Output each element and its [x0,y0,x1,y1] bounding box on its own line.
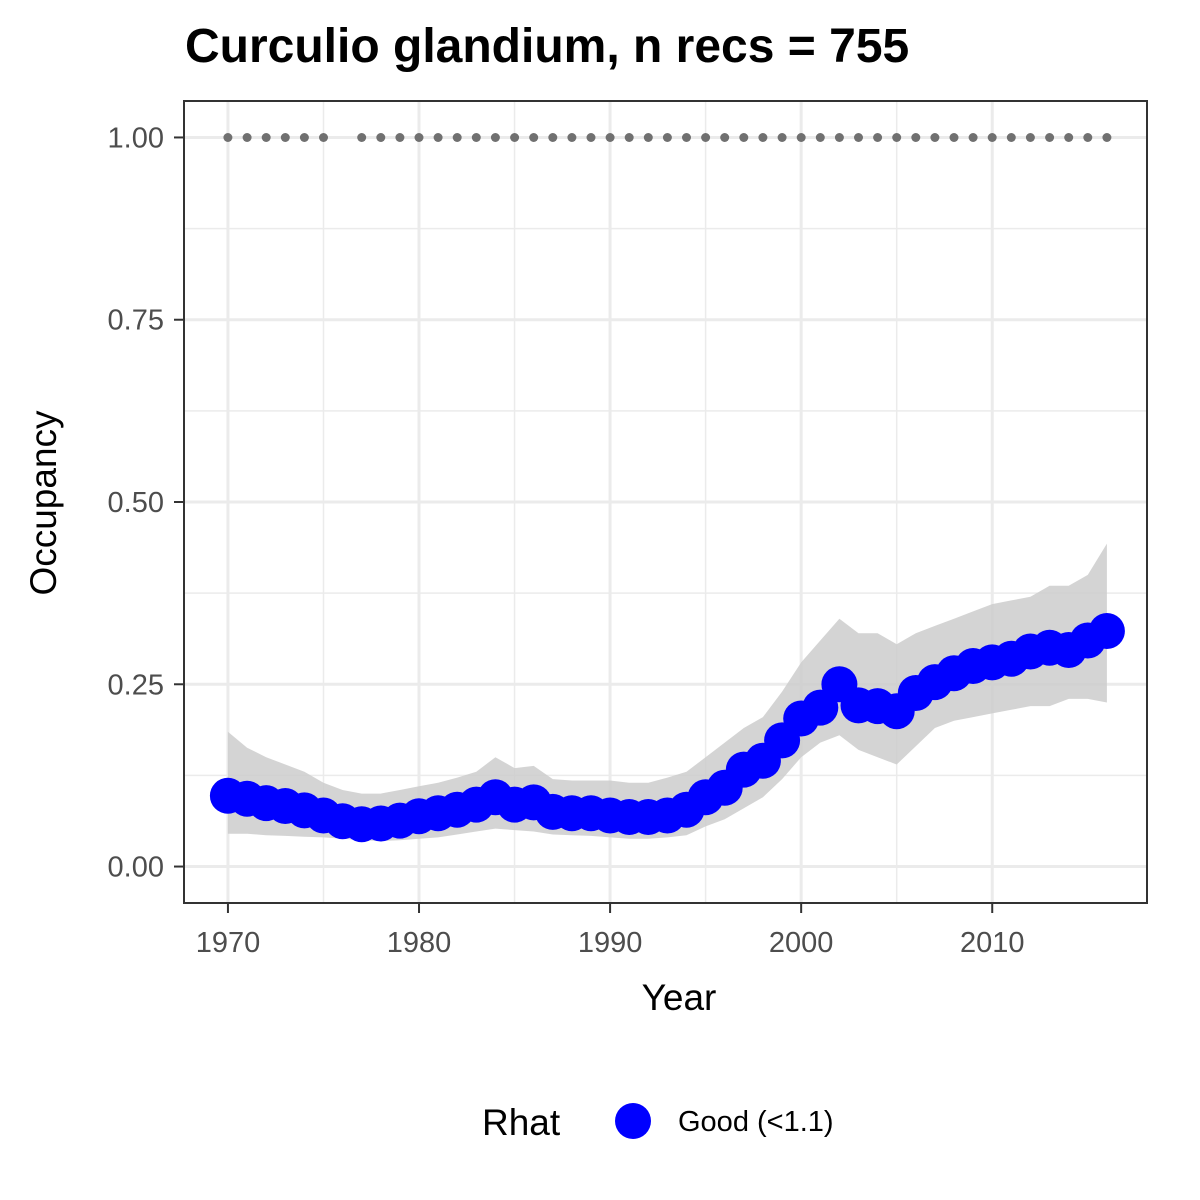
record-dot [223,133,233,142]
record-dot [682,133,691,142]
record-dot [1025,133,1035,142]
record-dot [299,133,309,142]
record-dot [452,133,462,142]
x-axis-title: Year [642,977,717,1018]
record-dots-layer [223,133,1112,142]
x-tick-label: 2010 [960,927,1025,959]
record-dot [376,133,386,142]
record-dot [930,133,940,142]
record-dot [968,133,978,142]
record-dot [854,133,863,142]
record-dot [796,133,806,142]
x-axis: 1970 1980 1990 2000 2010 [196,903,1025,959]
legend-title: Rhat [482,1102,561,1143]
record-dot [261,133,271,142]
record-dot [949,133,959,142]
record-dot [720,133,730,142]
record-dot [605,133,615,142]
record-dot [1064,133,1074,142]
record-dot [567,133,577,142]
record-dot [1102,133,1112,142]
record-dot [758,133,768,142]
record-dot [911,133,921,142]
record-dot [662,133,672,142]
record-dot [433,133,443,142]
y-tick-label: 0.25 [108,669,164,701]
y-tick-label: 1.00 [108,122,164,154]
record-dot [319,133,328,142]
record-dot [987,133,997,142]
record-dot [1045,133,1055,142]
y-tick-label: 0.50 [108,487,164,519]
chart-title: Curculio glandium, n recs = 755 [185,20,909,73]
record-dot [586,133,596,142]
record-dot [490,133,500,142]
record-dot [471,133,481,142]
y-axis: 0.00 0.25 0.50 0.75 1.00 [108,122,184,884]
record-dot [510,133,520,142]
record-dot [529,133,539,142]
record-dot [242,133,252,142]
grid-major [184,101,1147,903]
series-points-layer [209,613,1125,843]
record-dot [701,133,711,142]
x-tick-label: 1990 [578,927,643,959]
x-tick-label: 1970 [196,927,261,959]
record-dot [777,133,787,142]
record-dot [1083,133,1093,142]
y-axis-title: Occupancy [23,410,64,596]
record-dot [395,133,405,142]
record-dot [643,133,653,142]
record-dot [548,133,558,142]
y-tick-label: 0.00 [108,852,164,884]
record-dot [873,133,883,142]
record-dot [1006,133,1016,142]
series-point [1088,613,1125,649]
record-dot [414,133,424,142]
x-tick-label: 1980 [387,927,452,959]
legend-key-good [615,1103,651,1139]
x-tick-label: 2000 [769,927,834,959]
record-dot [892,133,902,142]
record-dot [357,133,367,142]
record-dot [624,133,634,142]
record-dot [815,133,825,142]
y-tick-label: 0.75 [108,305,164,337]
record-dot [834,133,844,142]
record-dot [739,133,749,142]
legend: Rhat Good (<1.1) [482,1102,834,1143]
plot-panel [183,100,1148,904]
legend-label-good: Good (<1.1) [678,1106,834,1138]
record-dot [280,133,290,142]
